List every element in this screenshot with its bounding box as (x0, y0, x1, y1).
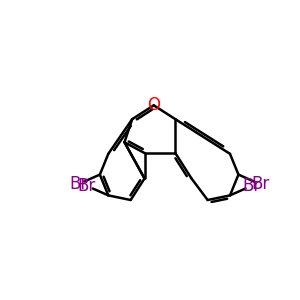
Text: Br: Br (251, 175, 269, 193)
Text: Br: Br (69, 175, 87, 193)
Text: Br: Br (243, 177, 261, 195)
Text: Br: Br (77, 177, 96, 195)
Text: O: O (147, 96, 160, 114)
